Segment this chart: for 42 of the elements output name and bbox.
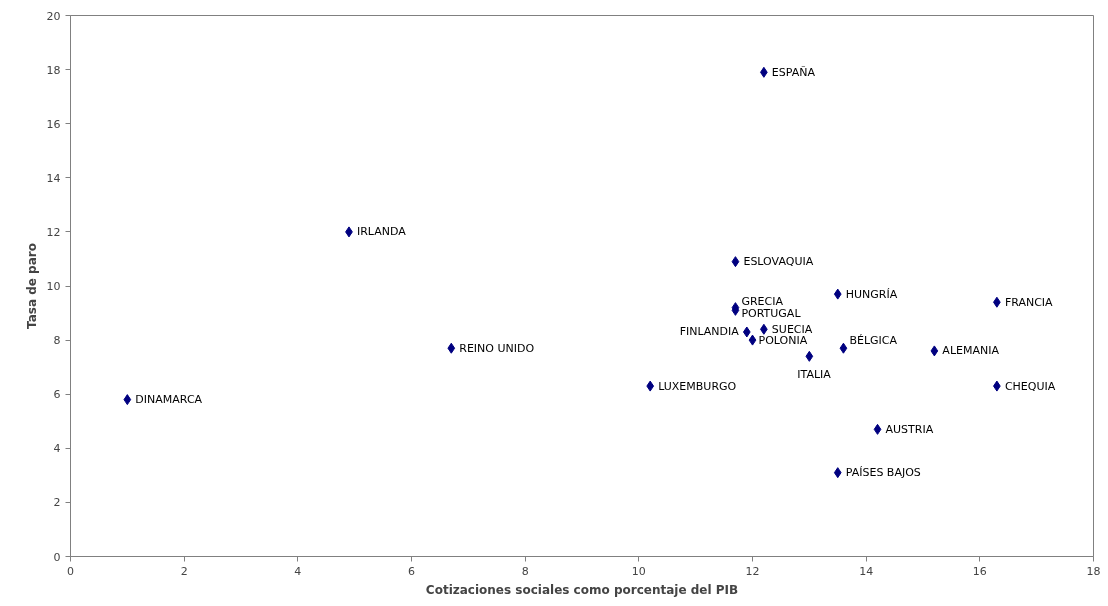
annotation: PORTUGAL	[741, 306, 802, 320]
y-tick-label: 14	[46, 171, 61, 185]
annotation: DINAMARCA	[135, 393, 203, 407]
x-tick-label: 10	[631, 564, 646, 578]
annotation: ITALIA	[797, 367, 832, 381]
annotation: REINO UNIDO	[459, 341, 535, 355]
x-tick-label: 8	[521, 564, 529, 578]
x-tick-label: 2	[180, 564, 188, 578]
x-axis-title: Cotizaciones sociales como porcentaje del PIB	[425, 582, 739, 597]
annotation: POLONIA	[758, 333, 808, 347]
y-tick-label: 0	[53, 550, 61, 564]
annotation: FINLANDIA	[679, 325, 740, 339]
x-tick-label: 6	[408, 564, 415, 578]
y-tick-label: 10	[46, 280, 61, 293]
annotation: LUXEMBURGO	[658, 379, 737, 393]
x-tick-label: 0	[67, 564, 74, 578]
y-tick-label: 2	[53, 496, 61, 510]
y-tick-label: 4	[53, 442, 61, 456]
x-tick-label: 18	[1086, 564, 1101, 578]
y-tick-label: 16	[46, 117, 61, 131]
y-tick-label: 6	[53, 388, 61, 402]
annotation: CHEQUIA	[1004, 379, 1056, 393]
y-tick-label: 8	[53, 334, 61, 348]
annotation: BÉLGICA	[849, 333, 898, 347]
annotation: ALEMANIA	[942, 344, 1000, 358]
y-tick-label: 12	[46, 225, 61, 239]
annotation: PAÍSES BAJOS	[845, 466, 921, 480]
x-tick-label: 12	[745, 564, 760, 578]
annotation: GRECIA	[741, 295, 784, 309]
annotation: AUSTRIA	[885, 422, 934, 436]
annotation: SUECIA	[771, 322, 813, 336]
annotation: ESLOVAQUIA	[743, 255, 814, 269]
y-tick-label: 20	[46, 9, 61, 23]
y-axis-title: Tasa de paro	[24, 243, 39, 329]
x-tick-label: 16	[972, 564, 987, 578]
y-tick-label: 18	[46, 63, 61, 77]
annotation: ESPAÑA	[771, 65, 816, 79]
annotation: HUNGRÍA	[845, 287, 898, 301]
x-tick-label: 4	[294, 564, 302, 578]
x-tick-label: 14	[859, 564, 874, 578]
annotation: IRLANDA	[356, 225, 407, 239]
annotation: FRANCIA	[1004, 295, 1054, 309]
